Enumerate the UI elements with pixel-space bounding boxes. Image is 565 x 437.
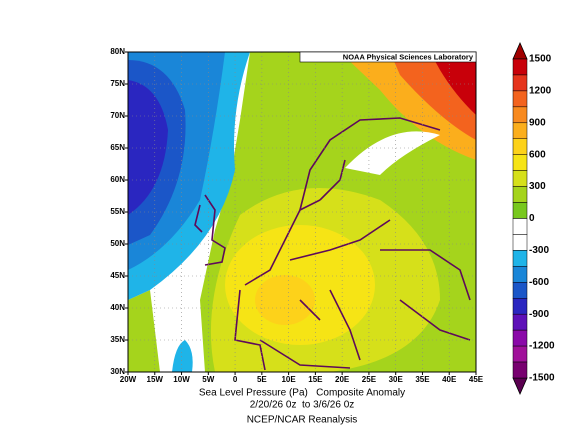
colorbar-label: 1200 [529, 86, 552, 97]
lat-label: 80N [110, 47, 125, 56]
colorbar-swatch [512, 74, 528, 92]
colorbar-label: -300 [529, 245, 549, 256]
colorbar-over [512, 42, 528, 60]
lon-label: 15W [147, 375, 164, 384]
lat-label: 45N [110, 271, 125, 280]
lat-label: 30N [110, 367, 125, 376]
colorbar-swatch [512, 122, 528, 140]
colorbar-swatch [512, 361, 528, 379]
colorbar-swatch [512, 313, 528, 331]
colorbar-swatch [512, 329, 528, 347]
colorbar-swatch [512, 202, 528, 219]
lon-label: 5W [202, 375, 214, 384]
map-field [128, 52, 476, 372]
colorbar-swatch [512, 250, 528, 267]
colorbar-swatch [512, 234, 528, 251]
colorbar-swatch [512, 218, 528, 235]
lon-label: 5E [257, 375, 267, 384]
caption-line2: 2/20/26 0z to 3/6/26 0z [250, 400, 355, 411]
lon-label: 45E [469, 375, 484, 384]
lat-label: 75N [110, 79, 125, 88]
colorbar-label: 600 [529, 149, 546, 160]
lon-label: 40E [442, 375, 457, 384]
lat-label: 35N [110, 335, 125, 344]
colorbar-swatch [512, 90, 528, 108]
graticule [125, 51, 477, 375]
colorbar-label: 900 [529, 117, 546, 128]
lon-label: 35E [415, 375, 430, 384]
colorbar-label: -1500 [529, 373, 555, 384]
caption-line1: Sea Level Pressure (Pa) Composite Anomal… [199, 388, 405, 399]
caption-line3: NCEP/NCAR Reanalysis [247, 415, 358, 426]
lon-label: 20E [335, 375, 350, 384]
colorbar-label: 300 [529, 181, 546, 192]
lon-label: 30E [389, 375, 404, 384]
colorbar-swatch [512, 266, 528, 283]
colorbar-swatch [512, 138, 528, 155]
colorbar-swatch [512, 282, 528, 299]
colorbar-label: -1200 [529, 341, 555, 352]
lon-label: 10E [281, 375, 296, 384]
lat-label: 60N [110, 175, 125, 184]
colorbar-label: -600 [529, 277, 549, 288]
colorbar-swatch [512, 345, 528, 363]
colorbar-swatch [512, 154, 528, 171]
credit: NOAA Physical Sciences Laboratory [343, 52, 474, 61]
lon-label: 20W [120, 375, 137, 384]
colorbar-swatch [512, 186, 528, 203]
lat-label: 55N [110, 207, 125, 216]
colorbar-under [512, 377, 528, 395]
colorbar-label: 1500 [529, 54, 552, 65]
lon-label: 25E [362, 375, 377, 384]
colorbar-swatch [512, 58, 528, 76]
colorbar-swatch [512, 298, 528, 315]
lat-label: 65N [110, 143, 125, 152]
colorbar: 1500 1200 900 600 300 0 -300 -600 -900 -1200 -1500 [512, 42, 555, 395]
colorbar-label: -900 [529, 309, 549, 320]
credit-box [299, 51, 477, 63]
lat-label: 70N [110, 111, 125, 120]
colorbar-swatch [512, 106, 528, 124]
lon-label: 10W [173, 375, 190, 384]
colorbar-label: 0 [529, 213, 535, 224]
colorbar-swatch [512, 170, 528, 187]
lat-label: 50N [110, 239, 125, 248]
lat-label: 40N [110, 303, 125, 312]
lon-label: 0 [233, 375, 238, 384]
lon-label: 15E [308, 375, 323, 384]
